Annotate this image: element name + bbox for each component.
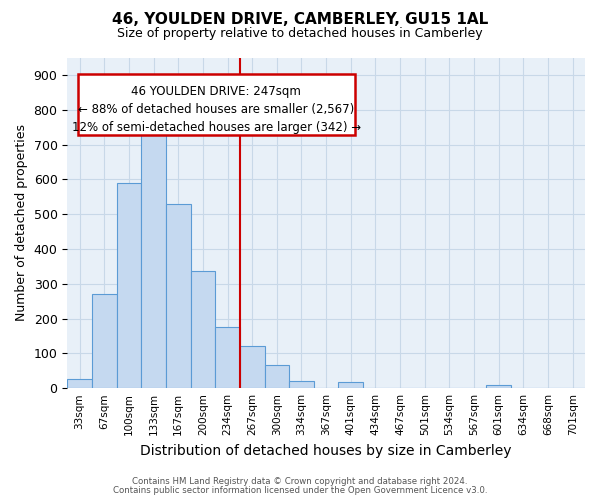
Text: 46 YOULDEN DRIVE: 247sqm: 46 YOULDEN DRIVE: 247sqm xyxy=(131,84,301,98)
Bar xyxy=(92,294,116,388)
Y-axis label: Number of detached properties: Number of detached properties xyxy=(15,124,28,322)
Text: Size of property relative to detached houses in Camberley: Size of property relative to detached ho… xyxy=(117,28,483,40)
Bar xyxy=(487,386,511,388)
Bar xyxy=(338,382,363,388)
Text: Contains public sector information licensed under the Open Government Licence v3: Contains public sector information licen… xyxy=(113,486,487,495)
Bar xyxy=(265,365,289,388)
Bar xyxy=(289,380,314,388)
Bar xyxy=(116,183,141,388)
Bar xyxy=(67,379,92,388)
FancyBboxPatch shape xyxy=(77,74,355,135)
Bar xyxy=(166,204,191,388)
Bar xyxy=(240,346,265,388)
Bar xyxy=(191,270,215,388)
Text: 12% of semi-detached houses are larger (342) →: 12% of semi-detached houses are larger (… xyxy=(71,121,361,134)
Text: ← 88% of detached houses are smaller (2,567): ← 88% of detached houses are smaller (2,… xyxy=(78,103,354,116)
Bar xyxy=(141,130,166,388)
X-axis label: Distribution of detached houses by size in Camberley: Distribution of detached houses by size … xyxy=(140,444,512,458)
Bar xyxy=(215,328,240,388)
Text: 46, YOULDEN DRIVE, CAMBERLEY, GU15 1AL: 46, YOULDEN DRIVE, CAMBERLEY, GU15 1AL xyxy=(112,12,488,28)
Text: Contains HM Land Registry data © Crown copyright and database right 2024.: Contains HM Land Registry data © Crown c… xyxy=(132,477,468,486)
